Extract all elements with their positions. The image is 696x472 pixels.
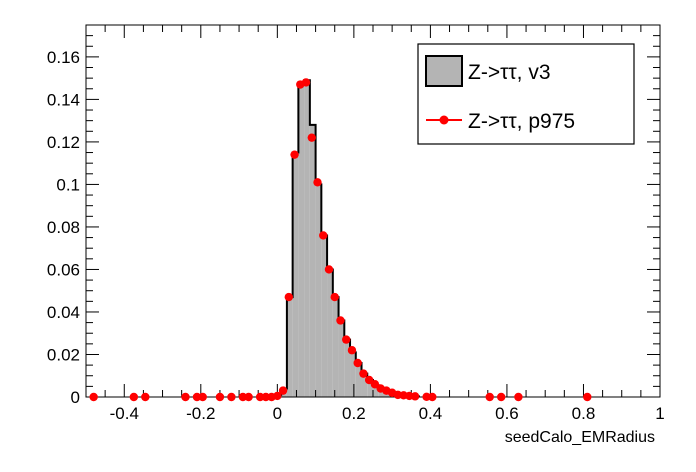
histogram-bin xyxy=(367,379,373,397)
data-marker xyxy=(181,392,190,402)
data-marker xyxy=(347,346,357,355)
data-marker xyxy=(410,392,420,401)
histogram-bin xyxy=(286,297,293,397)
data-marker xyxy=(319,231,328,240)
histogram-bin xyxy=(338,320,345,397)
x-tick-label: 0.8 xyxy=(572,404,596,423)
data-marker xyxy=(129,392,139,402)
histogram-bin xyxy=(361,373,368,397)
legend: Z->ττ, v3 Z->ττ, p975 xyxy=(417,43,635,145)
data-marker xyxy=(278,386,288,395)
data-marker xyxy=(255,392,265,402)
y-tick-label: 0.02 xyxy=(47,345,80,364)
data-marker xyxy=(192,392,202,402)
data-marker xyxy=(370,380,380,389)
data-marker xyxy=(514,392,523,402)
histogram-bin xyxy=(321,235,328,397)
x-tick-label: 0.6 xyxy=(495,404,519,423)
y-tick-label: 0.16 xyxy=(47,48,80,67)
histogram-bin xyxy=(350,352,356,397)
y-tick-label: 0.04 xyxy=(47,303,80,322)
x-axis-title: seedCalo_EMRadius xyxy=(505,429,655,446)
data-marker xyxy=(313,178,322,187)
y-tick-label: 0.12 xyxy=(47,133,80,152)
histogram-bin xyxy=(298,82,305,397)
data-marker xyxy=(238,392,248,402)
x-tick-label: 0.4 xyxy=(419,404,443,423)
data-marker xyxy=(428,392,437,402)
y-tick-label: 0.06 xyxy=(47,260,80,279)
histogram-bin xyxy=(292,152,299,397)
axis-ticks xyxy=(85,24,661,398)
histogram-bin xyxy=(378,388,385,397)
histogram-bin xyxy=(315,184,322,397)
histogram-bin xyxy=(332,297,339,397)
y-tick-label: 0.14 xyxy=(47,90,80,109)
marker-series-layer xyxy=(89,78,592,402)
histogram-bin xyxy=(355,362,362,397)
legend-label-p975: Z->ττ, p975 xyxy=(468,110,575,133)
data-marker xyxy=(273,391,282,401)
histogram-bin xyxy=(373,385,379,397)
data-marker xyxy=(336,316,345,325)
data-marker xyxy=(89,392,98,402)
y-tick-label: 0.1 xyxy=(56,175,80,194)
legend-swatch-marker xyxy=(439,115,449,125)
data-marker xyxy=(364,375,374,385)
histogram-layer xyxy=(274,79,420,398)
data-marker xyxy=(359,369,368,378)
data-marker xyxy=(496,392,506,402)
histogram-bin xyxy=(309,124,316,397)
data-marker xyxy=(324,265,334,274)
y-tick-label: 0.08 xyxy=(47,218,80,237)
x-tick-label: 0 xyxy=(273,404,282,423)
data-marker xyxy=(215,392,225,402)
legend-label-v3: Z->ττ, v3 xyxy=(468,61,551,84)
data-marker xyxy=(141,392,150,402)
data-marker xyxy=(198,392,207,402)
data-marker xyxy=(290,150,299,159)
legend-swatch-filled xyxy=(425,55,463,87)
data-marker xyxy=(301,78,311,87)
data-marker xyxy=(583,392,592,402)
data-marker xyxy=(342,335,351,344)
data-marker xyxy=(330,292,339,302)
data-marker xyxy=(244,392,253,402)
data-marker xyxy=(485,392,494,402)
data-marker xyxy=(261,392,271,402)
x-tick-label: -0.4 xyxy=(110,404,139,423)
y-tick-label: 0 xyxy=(71,388,80,407)
data-marker xyxy=(227,392,236,402)
x-tick-label: 0.2 xyxy=(342,404,366,423)
x-tick-label: 1 xyxy=(655,404,664,423)
x-tick-label: -0.2 xyxy=(186,404,215,423)
histogram-bin xyxy=(327,269,333,397)
tick-labels: 0 0.02 0.04 0.06 0.08 0.1 0.12 0.14 0.16 -0.4 -0.2… xyxy=(47,48,665,423)
histogram-bin xyxy=(344,339,351,397)
data-marker xyxy=(353,358,362,368)
data-marker xyxy=(307,133,316,142)
histogram-bin xyxy=(304,80,310,398)
data-marker xyxy=(284,292,294,302)
